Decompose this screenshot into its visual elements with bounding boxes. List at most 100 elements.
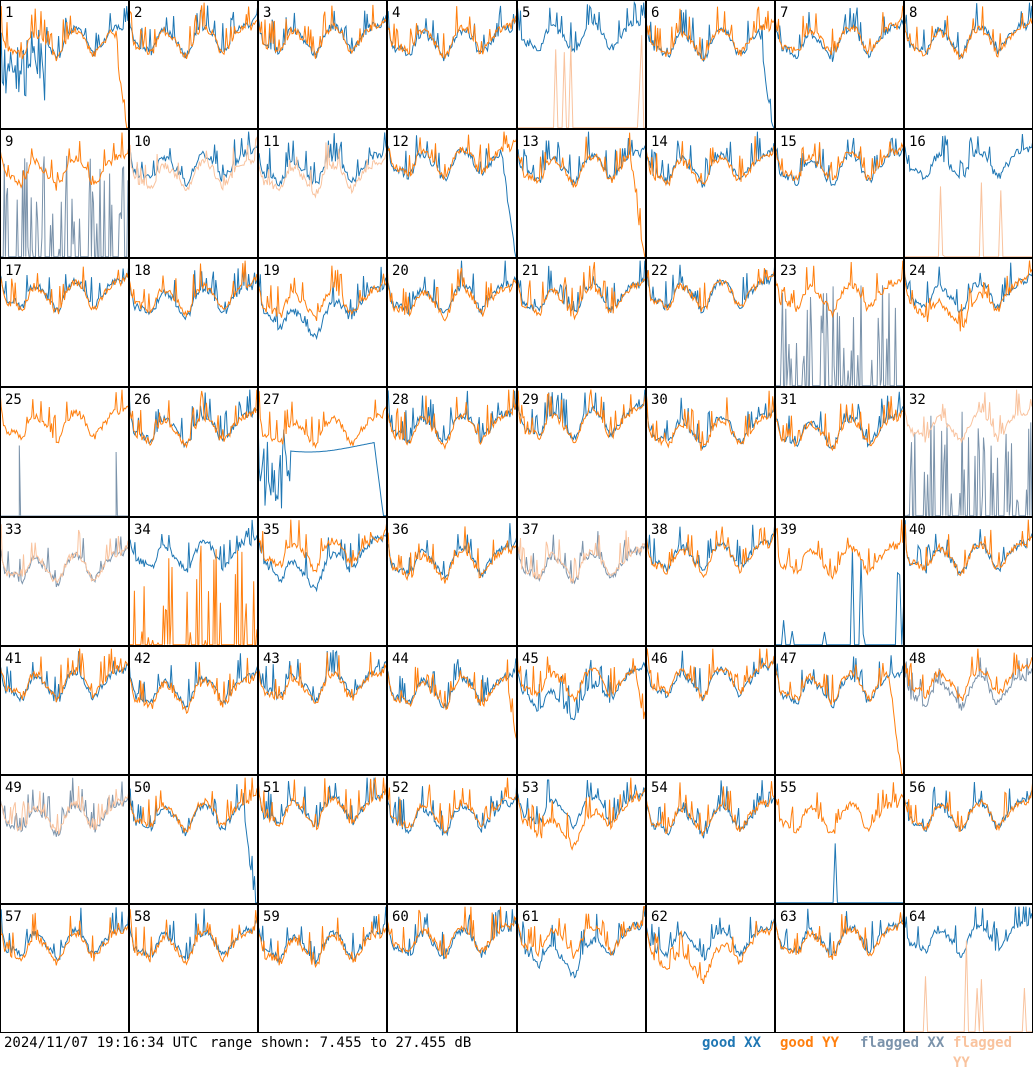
panel-number-label: 47 — [780, 651, 797, 667]
panel-26: 26 — [129, 387, 258, 517]
xx-trace — [258, 906, 387, 965]
yy-trace — [387, 6, 517, 59]
panel-number-label: 51 — [263, 780, 280, 796]
panel-number-label: 50 — [134, 780, 151, 796]
yy-trace — [775, 5, 904, 56]
panel-number-label: 63 — [780, 909, 797, 925]
panel-49: 49 — [0, 775, 129, 904]
panel-number-label: 38 — [651, 522, 668, 538]
xx-trace — [387, 5, 517, 62]
panel-30: 30 — [646, 387, 775, 517]
panel-number-label: 29 — [522, 392, 539, 408]
yy-trace — [387, 526, 517, 584]
panel-traces — [646, 916, 775, 985]
yy-flagged-trace — [0, 785, 129, 835]
yy-trace — [129, 2, 258, 60]
panel-border — [0, 129, 129, 258]
panel-number-label: 45 — [522, 651, 539, 667]
legend-good-yy: good YY — [780, 1035, 840, 1051]
panel-border — [258, 646, 387, 775]
legend-flagged-yy: flagged YY — [953, 1035, 1013, 1071]
panel-border — [258, 387, 387, 517]
yy-flagged-trace — [129, 136, 258, 192]
panel-32: 32 — [904, 387, 1033, 517]
panel-traces — [387, 389, 517, 451]
panel-border — [258, 258, 387, 387]
panel-traces — [258, 776, 387, 831]
panel-16: 16 — [904, 129, 1033, 258]
panel-60: 60 — [387, 904, 517, 1033]
panel-traces — [129, 131, 258, 192]
panel-number-label: 30 — [651, 392, 668, 408]
panel-number-label: 41 — [5, 651, 22, 667]
panel-number-label: 11 — [263, 134, 280, 150]
panel-44: 44 — [387, 646, 517, 775]
panel-traces — [129, 389, 258, 449]
panel-31: 31 — [775, 387, 904, 517]
panel-traces — [258, 649, 387, 704]
panel-traces — [646, 519, 775, 579]
panel-number-label: 62 — [651, 909, 668, 925]
xx-trace — [646, 131, 775, 188]
panel-traces — [258, 265, 387, 341]
panel-traces — [904, 260, 1033, 332]
xx-trace — [646, 648, 775, 702]
panel-traces — [387, 906, 517, 960]
panel-traces — [904, 2, 1033, 61]
panel-border — [387, 517, 517, 646]
yy-trace — [258, 391, 387, 449]
panel-traces — [775, 519, 904, 646]
panel-number-label: 3 — [263, 5, 271, 21]
yy-trace — [646, 389, 775, 451]
xx-flagged-spikes — [0, 155, 129, 258]
yy-trace — [517, 262, 646, 321]
panel-number-label: 43 — [263, 651, 280, 667]
yy-trace — [258, 4, 387, 59]
panel-traces — [129, 908, 258, 966]
yy-spikes — [129, 545, 258, 646]
legend-good-xx: good XX — [702, 1035, 762, 1051]
yy-flagged-trace — [904, 389, 1033, 444]
xx-trace — [517, 0, 646, 53]
panel-number-label: 57 — [5, 909, 22, 925]
panel-traces — [387, 658, 517, 741]
panel-border — [775, 387, 904, 517]
antenna-bandpass-grid: 1 2 3 4 5 6 7 8 9 10 11 12 13 14 15 16 17 18 19 20 21 22 23 24 2… — [0, 0, 1033, 1033]
yy-flagged-spikes — [904, 940, 1033, 1033]
panel-61: 61 — [517, 904, 646, 1033]
panel-43: 43 — [258, 646, 387, 775]
panel-traces — [775, 655, 904, 775]
panel-5: 5 — [517, 0, 646, 129]
panel-63: 63 — [775, 904, 904, 1033]
xx-trace — [129, 2, 258, 59]
panel-traces — [0, 777, 129, 837]
panel-border — [0, 517, 129, 646]
panel-number-label: 4 — [392, 5, 400, 21]
panel-border — [517, 387, 646, 517]
xx-trace — [904, 2, 1033, 60]
panel-number-label: 21 — [522, 263, 539, 279]
panel-border — [646, 387, 775, 517]
yy-trace — [904, 260, 1033, 332]
panel-border — [0, 646, 129, 775]
panel-number-label: 42 — [134, 651, 151, 667]
panel-number-label: 37 — [522, 522, 539, 538]
panel-28: 28 — [387, 387, 517, 517]
panel-7: 7 — [775, 0, 904, 129]
yy-trace — [517, 389, 646, 444]
xx-trace — [904, 133, 1033, 181]
panel-border — [387, 775, 517, 904]
panel-traces — [775, 389, 904, 452]
panel-traces — [904, 133, 1033, 258]
xx-trace — [0, 651, 129, 703]
panel-number-label: 9 — [5, 134, 13, 150]
yy-trace — [646, 526, 775, 579]
panel-number-label: 53 — [522, 780, 539, 796]
yy-trace — [129, 909, 258, 966]
panel-border — [775, 775, 904, 904]
panel-58: 58 — [129, 904, 258, 1033]
panel-traces — [517, 131, 646, 258]
panel-23: 23 — [775, 258, 904, 387]
panel-35: 35 — [258, 517, 387, 646]
panel-number-label: 46 — [651, 651, 668, 667]
